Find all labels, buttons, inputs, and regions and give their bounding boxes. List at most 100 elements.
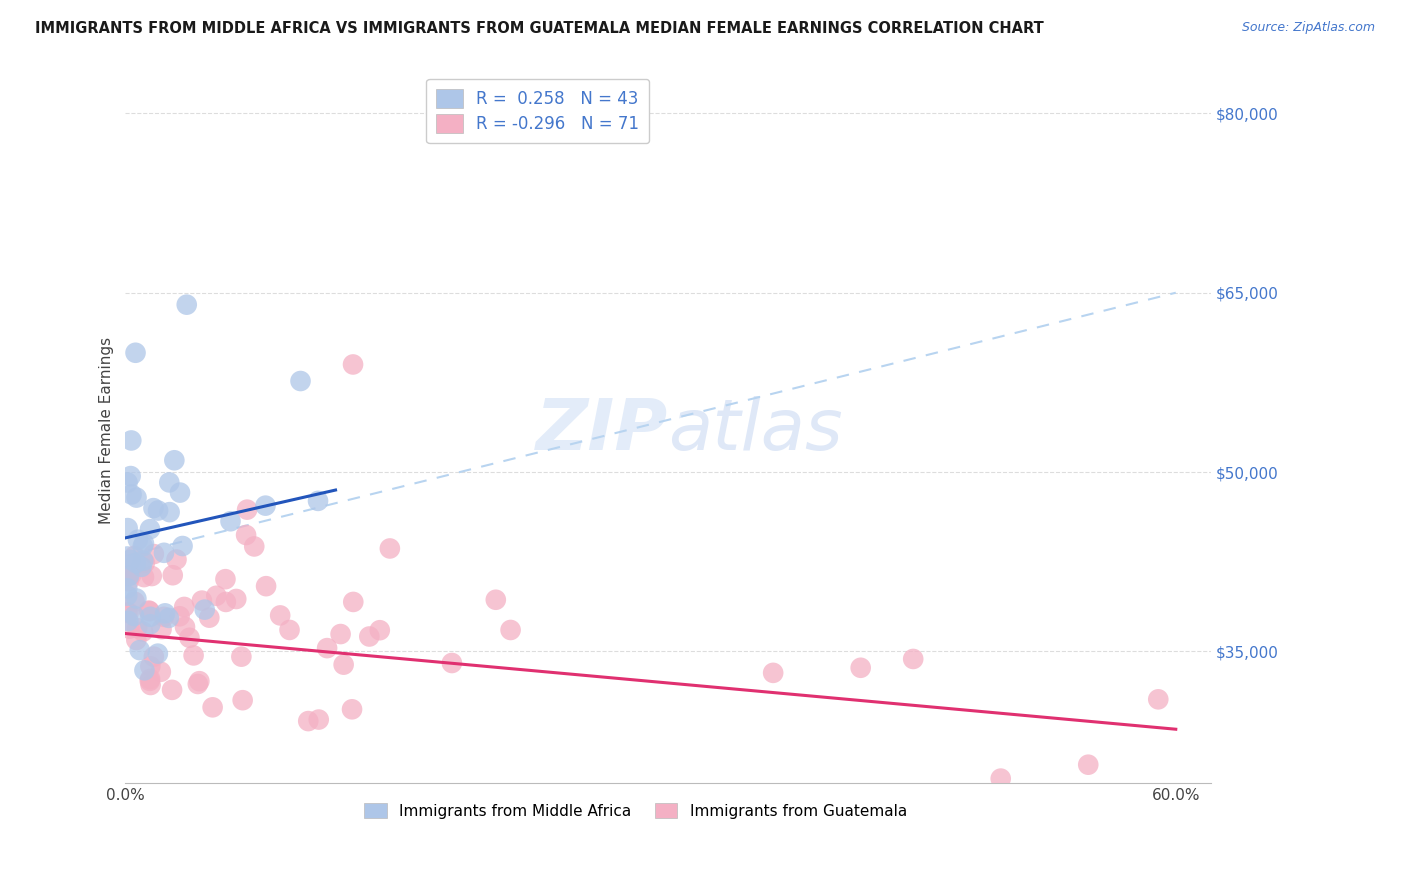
Point: [122, 608, 145, 623]
Point: [183, 648, 205, 663]
Text: atlas: atlas: [668, 396, 842, 465]
Point: [194, 602, 217, 616]
Point: [120, 553, 142, 567]
Point: [153, 607, 176, 621]
Point: [236, 502, 259, 516]
Point: [187, 677, 209, 691]
Point: [131, 559, 153, 574]
Point: [125, 591, 148, 606]
Point: [378, 541, 401, 556]
Point: [157, 475, 180, 490]
Point: [142, 547, 165, 561]
Point: [214, 572, 236, 586]
Point: [134, 556, 156, 570]
Point: [118, 569, 141, 583]
Point: [219, 514, 242, 528]
Point: [121, 487, 143, 501]
Point: [125, 491, 148, 505]
Legend: Immigrants from Middle Africa, Immigrants from Guatemala: Immigrants from Middle Africa, Immigrant…: [359, 797, 912, 825]
Point: [163, 453, 186, 467]
Point: [139, 659, 162, 673]
Point: [124, 595, 146, 609]
Point: [162, 568, 184, 582]
Point: [243, 540, 266, 554]
Point: [132, 624, 155, 639]
Point: [191, 593, 214, 607]
Point: [138, 604, 160, 618]
Point: [225, 592, 247, 607]
Point: [278, 623, 301, 637]
Point: [141, 569, 163, 583]
Point: [329, 627, 352, 641]
Point: [159, 505, 181, 519]
Point: [762, 665, 785, 680]
Point: [169, 609, 191, 624]
Text: ZIP: ZIP: [536, 396, 668, 465]
Y-axis label: Median Female Earnings: Median Female Earnings: [100, 336, 114, 524]
Point: [499, 623, 522, 637]
Point: [198, 610, 221, 624]
Point: [128, 643, 150, 657]
Point: [125, 556, 148, 570]
Point: [115, 606, 138, 620]
Point: [153, 546, 176, 560]
Point: [205, 589, 228, 603]
Point: [903, 652, 925, 666]
Point: [1077, 757, 1099, 772]
Point: [485, 592, 508, 607]
Point: [127, 533, 149, 547]
Point: [440, 656, 463, 670]
Point: [232, 693, 254, 707]
Point: [118, 606, 141, 620]
Point: [139, 522, 162, 536]
Point: [138, 603, 160, 617]
Point: [115, 581, 138, 595]
Point: [359, 630, 381, 644]
Text: IMMIGRANTS FROM MIDDLE AFRICA VS IMMIGRANTS FROM GUATEMALA MEDIAN FEMALE EARNING: IMMIGRANTS FROM MIDDLE AFRICA VS IMMIGRA…: [35, 21, 1043, 36]
Point: [125, 632, 148, 647]
Point: [215, 595, 238, 609]
Point: [332, 657, 354, 672]
Point: [150, 622, 173, 636]
Point: [124, 345, 146, 359]
Point: [990, 772, 1012, 786]
Text: Source: ZipAtlas.com: Source: ZipAtlas.com: [1241, 21, 1375, 34]
Point: [157, 611, 180, 625]
Point: [120, 469, 142, 483]
Point: [308, 713, 330, 727]
Point: [134, 663, 156, 677]
Point: [342, 358, 364, 372]
Point: [117, 574, 139, 589]
Point: [139, 617, 162, 632]
Point: [127, 621, 149, 635]
Point: [849, 661, 872, 675]
Point: [139, 609, 162, 624]
Point: [166, 552, 188, 566]
Point: [139, 673, 162, 688]
Point: [235, 528, 257, 542]
Point: [146, 647, 169, 661]
Point: [132, 553, 155, 567]
Point: [1147, 692, 1170, 706]
Point: [139, 678, 162, 692]
Point: [169, 485, 191, 500]
Point: [201, 700, 224, 714]
Point: [120, 567, 142, 582]
Point: [173, 599, 195, 614]
Point: [120, 434, 142, 448]
Point: [117, 614, 139, 628]
Point: [188, 674, 211, 689]
Point: [124, 549, 146, 563]
Point: [142, 501, 165, 516]
Point: [115, 589, 138, 603]
Point: [176, 298, 198, 312]
Point: [290, 374, 312, 388]
Point: [160, 682, 183, 697]
Point: [231, 649, 253, 664]
Point: [132, 570, 155, 584]
Point: [153, 609, 176, 624]
Point: [297, 714, 319, 728]
Point: [132, 540, 155, 554]
Point: [342, 595, 364, 609]
Point: [254, 579, 277, 593]
